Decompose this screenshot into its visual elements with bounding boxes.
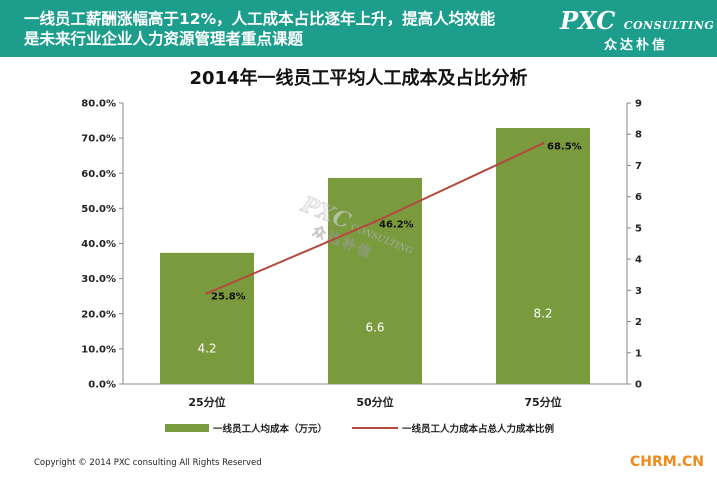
pxc-logo: PXC CONSULTING	[560, 8, 714, 39]
banner-headline: 一线员工薪酬涨幅高于12%，人工成本占比逐年上升，提高人均效能 是未来行业企业人…	[24, 9, 495, 49]
bar-1	[160, 252, 254, 384]
y-left-tick-label: 40.0%	[81, 239, 116, 250]
logo-main-text: PXC	[560, 6, 616, 35]
line-point	[205, 291, 209, 295]
y-left-tick-label: 30.0%	[81, 274, 116, 285]
site-mark: CHRM.CN	[630, 454, 705, 470]
bar-2	[328, 177, 422, 384]
y-left-tick-label: 0.0%	[88, 380, 116, 391]
banner-line-2: 是未来行业企业人力资源管理者重点课题	[24, 30, 304, 48]
legend-bar-swatch	[165, 424, 209, 432]
x-tick-label: 50分位	[356, 395, 393, 409]
y-left-tick-label: 70.0%	[81, 134, 116, 145]
y-left-tick-label: 20.0%	[81, 309, 116, 320]
y-left-tick-label: 80.0%	[81, 99, 116, 110]
bar-value-label: 4.2	[197, 341, 216, 355]
header-banner: 一线员工薪酬涨幅高于12%，人工成本占比逐年上升，提高人均效能 是未来行业企业人…	[0, 0, 717, 57]
y-left-tick-label: 10.0%	[81, 344, 116, 355]
y-right-tick-label: 6	[635, 192, 642, 203]
bar-value-label: 8.2	[533, 306, 552, 320]
line-value-label: 25.8%	[211, 291, 246, 302]
line-value-label: 46.2%	[379, 220, 414, 231]
line-point	[541, 141, 545, 145]
bar-3	[496, 127, 590, 384]
y-right-tick-label: 0	[635, 380, 642, 391]
y-left-tick-label: 50.0%	[81, 204, 116, 215]
logo-small-text: CONSULTING	[623, 19, 715, 32]
legend-bar-label: 一线员工人均成本（万元）	[213, 423, 327, 435]
y-right-tick-label: 8	[635, 130, 642, 141]
y-right-tick-label: 1	[635, 348, 642, 359]
y-left-tick-label: 60.0%	[81, 169, 116, 180]
y-right-tick-label: 5	[635, 223, 642, 234]
y-right-tick-label: 9	[635, 99, 642, 110]
copyright-footer: Copyright © 2014 PXC consulting All Righ…	[34, 458, 262, 468]
line-point	[373, 220, 377, 224]
x-tick-label: 75分位	[524, 395, 561, 409]
y-right-tick-label: 3	[635, 286, 642, 297]
banner-line-1: 一线员工薪酬涨幅高于12%，人工成本占比逐年上升，提高人均效能	[24, 10, 496, 28]
y-right-tick-label: 4	[635, 255, 642, 266]
line-value-label: 68.5%	[547, 141, 582, 152]
y-right-tick-label: 7	[635, 161, 642, 172]
y-right-tick-label: 2	[635, 317, 642, 328]
legend-line-label: 一线员工人力成本占总人力成本比例	[402, 423, 554, 435]
x-tick-label: 25分位	[188, 395, 225, 409]
logo-subtitle: 众达朴信	[604, 38, 669, 53]
chart-title: 2014年一线员工平均人工成本及占比分析	[189, 68, 528, 89]
bar-value-label: 6.6	[365, 320, 384, 334]
